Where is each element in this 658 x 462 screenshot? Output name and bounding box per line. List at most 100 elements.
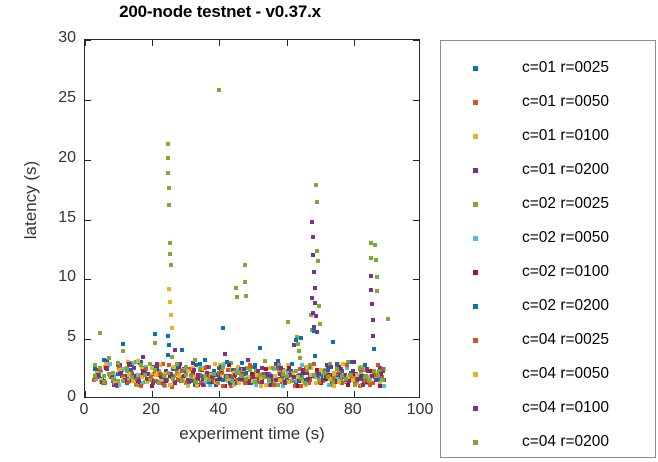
scatter-point — [375, 289, 380, 294]
scatter-point — [258, 380, 263, 385]
scatter-point — [241, 376, 246, 381]
scatter-point — [218, 376, 223, 381]
legend-item-label: c=02 r=0050 — [522, 229, 610, 246]
scatter-point — [355, 373, 360, 378]
scatter-point — [180, 347, 185, 352]
scatter-point — [166, 170, 171, 175]
scatter-point — [337, 364, 342, 369]
scatter-point — [259, 376, 264, 381]
scatter-point — [153, 379, 158, 384]
scatter-point — [193, 380, 198, 385]
scatter-point — [195, 383, 200, 388]
scatter-point — [243, 376, 248, 381]
scatter-point — [123, 377, 128, 382]
y-axis-tick — [85, 99, 91, 101]
legend-item-label: c=02 r=0025 — [522, 195, 610, 212]
scatter-point — [255, 380, 260, 385]
scatter-point — [180, 369, 185, 374]
scatter-point — [234, 285, 239, 290]
x-axis-tick — [152, 391, 154, 397]
legend-item[interactable]: c=02 r=0200 — [441, 289, 657, 323]
scatter-point — [227, 374, 232, 379]
scatter-point — [210, 375, 214, 380]
scatter-point — [347, 379, 352, 384]
scatter-point — [308, 377, 313, 382]
scatter-point — [357, 374, 362, 379]
scatter-point — [315, 259, 320, 264]
scatter-point — [244, 381, 249, 386]
scatter-point — [266, 382, 271, 387]
scatter-point — [97, 331, 102, 336]
legend-item-label: c=01 r=0025 — [522, 59, 610, 76]
scatter-point — [166, 363, 171, 368]
scatter-point — [162, 382, 167, 387]
legend-item[interactable]: c=04 r=0025 — [441, 323, 657, 357]
scatter-point — [104, 367, 109, 372]
x-axis-tick — [353, 40, 355, 46]
scatter-point — [364, 380, 369, 385]
scatter-point — [152, 332, 157, 337]
scatter-point — [370, 381, 375, 386]
scatter-point — [97, 375, 102, 380]
scatter-point — [260, 380, 265, 385]
scatter-point — [264, 371, 269, 376]
legend-item-label: c=04 r=0200 — [522, 433, 610, 450]
legend-item-label: c=01 r=0200 — [522, 161, 610, 178]
legend-item[interactable]: c=02 r=0050 — [441, 221, 657, 255]
legend-item[interactable]: c=01 r=0200 — [441, 153, 657, 187]
scatter-point — [335, 374, 340, 379]
scatter-point — [181, 376, 186, 381]
scatter-point — [311, 362, 316, 367]
scatter-point — [348, 370, 353, 375]
scatter-point — [272, 374, 277, 379]
legend-item[interactable]: c=04 r=0100 — [441, 391, 657, 425]
scatter-point — [362, 375, 367, 380]
legend-item[interactable]: c=02 r=0025 — [441, 187, 657, 221]
scatter-point — [131, 379, 136, 384]
scatter-point — [206, 373, 211, 378]
scatter-point — [165, 156, 170, 161]
scatter-point — [239, 374, 244, 379]
scatter-point — [253, 375, 258, 380]
legend-item[interactable]: c=01 r=0050 — [441, 85, 657, 119]
scatter-point — [237, 376, 242, 381]
scatter-point — [225, 359, 230, 364]
scatter-point — [314, 381, 319, 386]
scatter-point — [185, 383, 190, 388]
scatter-point — [298, 376, 303, 381]
legend-item[interactable]: c=01 r=0100 — [441, 119, 657, 153]
scatter-point — [342, 375, 347, 380]
scatter-point — [330, 380, 335, 385]
scatter-point — [285, 370, 290, 375]
scatter-point — [312, 328, 317, 333]
legend-item[interactable]: c=01 r=0025 — [441, 51, 657, 85]
scatter-point — [369, 374, 374, 379]
scatter-point — [257, 345, 262, 350]
legend-item[interactable]: c=04 r=0200 — [441, 425, 657, 459]
scatter-point — [117, 368, 122, 373]
scatter-point — [374, 377, 379, 382]
scatter-point — [329, 382, 334, 387]
y-tick-label: 5 — [67, 328, 76, 346]
scatter-point — [299, 383, 304, 388]
scatter-point — [98, 368, 103, 373]
scatter-point — [358, 365, 363, 370]
scatter-point — [144, 364, 149, 369]
scatter-point — [227, 377, 232, 382]
x-tick-label: 100 — [406, 401, 434, 418]
scatter-point — [172, 364, 177, 369]
legend-item[interactable]: c=04 r=0050 — [441, 357, 657, 391]
legend-marker-icon — [473, 65, 478, 71]
scatter-point — [209, 373, 213, 378]
legend-item[interactable]: c=02 r=0100 — [441, 255, 657, 289]
scatter-point — [143, 370, 148, 375]
scatter-point — [140, 367, 145, 372]
legend-item-label: c=04 r=0025 — [522, 331, 610, 348]
scatter-point — [168, 300, 173, 305]
scatter-point — [278, 365, 283, 370]
x-tick-label: 0 — [79, 401, 89, 418]
scatter-point — [112, 374, 117, 379]
scatter-point — [267, 380, 272, 385]
scatter-point — [303, 381, 308, 386]
scatter-point — [120, 379, 125, 384]
